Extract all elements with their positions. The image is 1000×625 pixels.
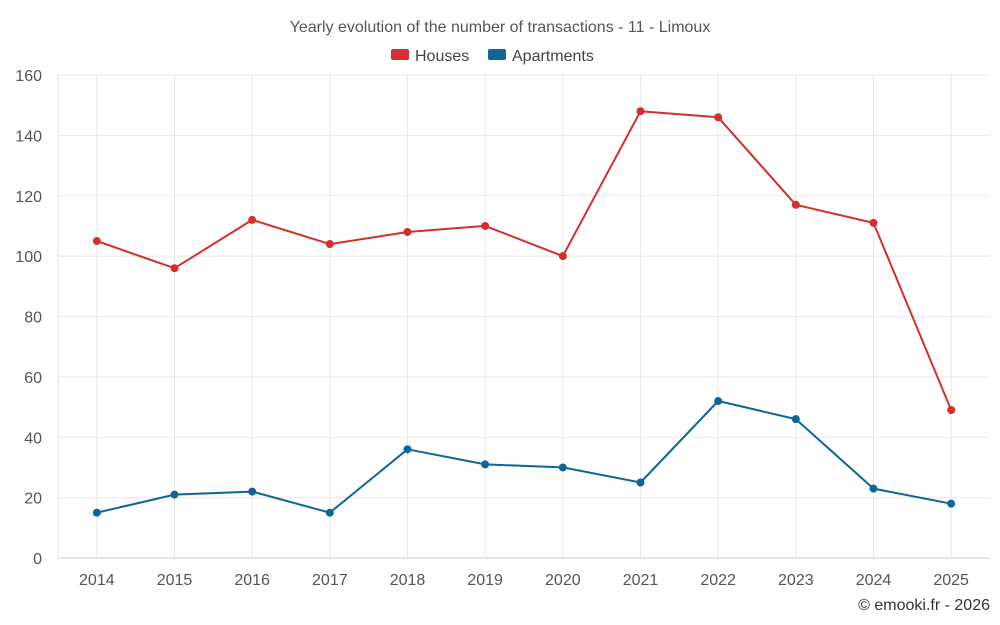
x-tick-label: 2025 (933, 572, 969, 589)
y-tick-label: 100 (15, 249, 42, 266)
y-tick-label: 80 (24, 310, 42, 327)
legend-item-apartments[interactable]: Apartments (488, 48, 594, 65)
data-point-houses-2018[interactable] (403, 227, 412, 236)
data-point-apartments-2025[interactable] (947, 499, 956, 508)
data-point-apartments-2022[interactable] (714, 397, 723, 406)
data-point-houses-2017[interactable] (325, 240, 334, 249)
x-tick-label: 2018 (390, 572, 426, 589)
y-tick-label: 160 (15, 68, 42, 85)
x-tick-label: 2021 (623, 572, 659, 589)
legend-label-houses: Houses (415, 48, 469, 65)
y-tick-label: 140 (15, 128, 42, 145)
data-point-apartments-2023[interactable] (791, 415, 800, 424)
data-point-houses-2016[interactable] (248, 215, 257, 224)
data-point-apartments-2016[interactable] (248, 487, 257, 496)
y-tick-label: 0 (33, 551, 42, 568)
data-point-apartments-2019[interactable] (481, 460, 490, 469)
legend: Houses Apartments (391, 48, 594, 65)
data-point-apartments-2024[interactable] (869, 484, 878, 493)
footer-credit: © emooki.fr - 2026 (858, 597, 990, 614)
data-point-houses-2025[interactable] (947, 406, 956, 415)
legend-swatch-houses (391, 49, 409, 60)
y-tick-label: 60 (24, 370, 42, 387)
data-point-houses-2014[interactable] (92, 237, 101, 246)
data-point-houses-2023[interactable] (791, 200, 800, 209)
legend-label-apartments: Apartments (512, 48, 594, 65)
data-point-houses-2024[interactable] (869, 218, 878, 227)
x-tick-label: 2015 (157, 572, 193, 589)
grid (58, 74, 990, 559)
x-tick-label: 2014 (79, 572, 115, 589)
x-tick-label: 2022 (700, 572, 736, 589)
y-tick-label: 120 (15, 189, 42, 206)
data-point-houses-2015[interactable] (170, 264, 179, 273)
data-point-houses-2020[interactable] (558, 252, 567, 261)
legend-item-houses[interactable]: Houses (391, 48, 469, 65)
x-tick-label: 2024 (856, 572, 892, 589)
x-tick-label: 2020 (545, 572, 581, 589)
x-tick-label: 2016 (234, 572, 270, 589)
x-tick-label: 2023 (778, 572, 814, 589)
chart-title: Yearly evolution of the number of transa… (290, 19, 711, 36)
series-line-apartments (96, 400, 952, 514)
axes: 0 20 40 60 80 100 120 140 160 2014 2015 2016 2017 201… (15, 68, 990, 589)
data-point-houses-2021[interactable] (636, 107, 645, 116)
y-tick-label: 20 (24, 491, 42, 508)
data-point-houses-2019[interactable] (481, 221, 490, 230)
x-tick-label: 2017 (312, 572, 348, 589)
data-point-apartments-2020[interactable] (558, 463, 567, 472)
data-point-houses-2022[interactable] (714, 113, 723, 122)
series-line-houses (96, 110, 953, 411)
series (92, 107, 956, 517)
legend-swatch-apartments (488, 49, 506, 60)
x-tick-label: 2019 (467, 572, 503, 589)
data-point-apartments-2018[interactable] (403, 445, 412, 454)
data-point-apartments-2021[interactable] (636, 478, 645, 487)
data-point-apartments-2015[interactable] (170, 490, 179, 499)
data-point-apartments-2017[interactable] (325, 508, 334, 517)
data-point-apartments-2014[interactable] (92, 508, 101, 517)
y-tick-label: 40 (24, 430, 42, 447)
